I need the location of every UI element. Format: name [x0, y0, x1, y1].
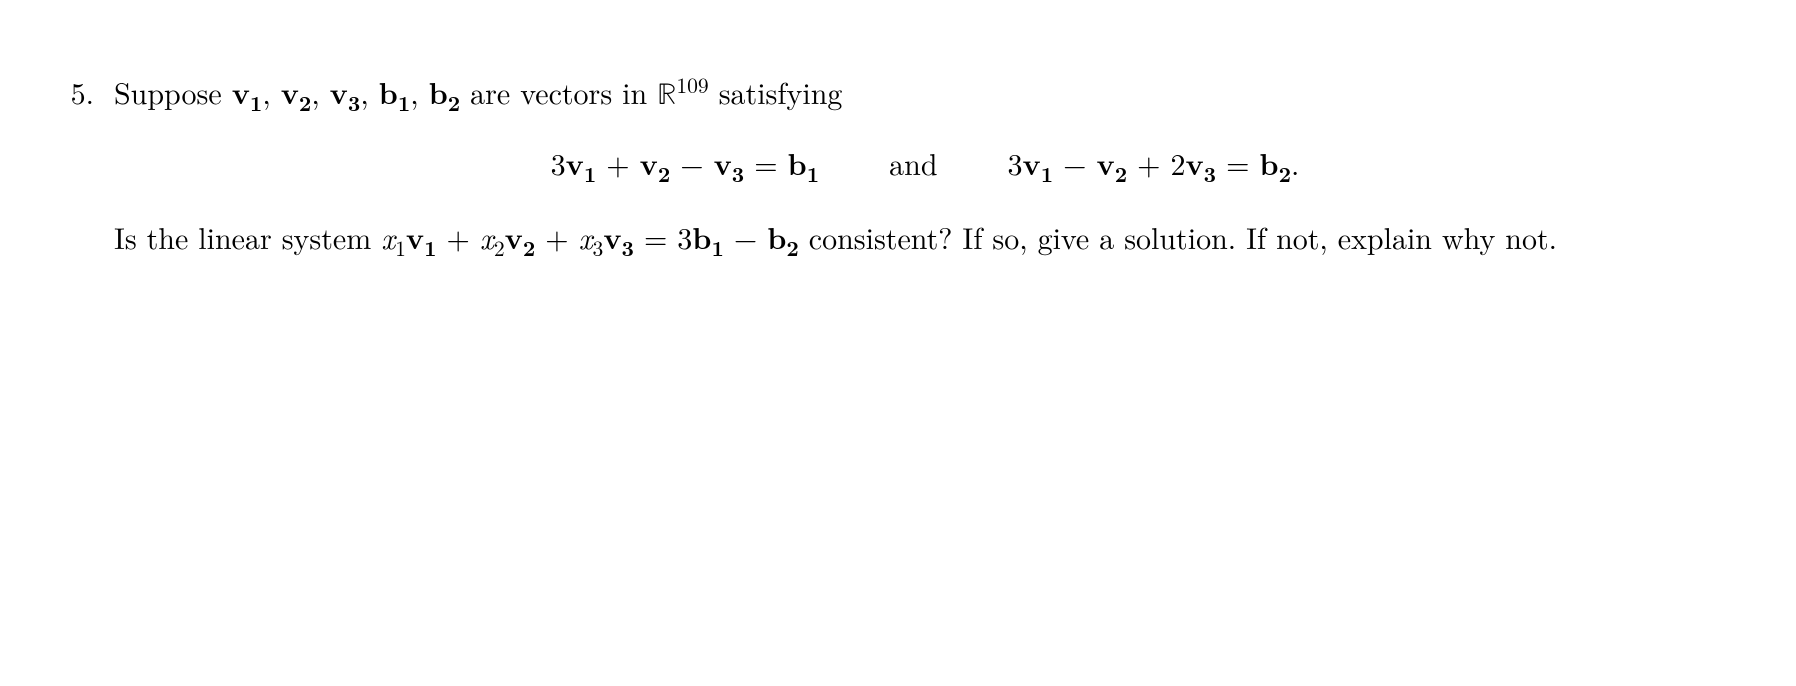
eq1-equals: = — [744, 141, 787, 184]
q-op2: + — [535, 215, 578, 258]
vector-b1-sub: 1 — [398, 88, 410, 118]
vector-v3-sub: 3 — [348, 88, 360, 118]
equations-line: 3v1 + v2 − v3 = b1and3v1 − v2 + 2v3 = b2… — [114, 141, 1736, 184]
eq2-v3: v — [1185, 141, 1203, 184]
comma4: , — [410, 70, 428, 113]
eq2-rhs: b — [1259, 141, 1278, 184]
eq1-v3: v — [714, 141, 732, 184]
q-v1: v — [406, 215, 424, 258]
eq2-coef1: 3 — [1008, 141, 1023, 184]
q-x3-sub: 3 — [593, 233, 604, 263]
vector-v3: v — [330, 70, 348, 113]
intro-prefix: Suppose — [114, 70, 232, 113]
q-v3-sub: 3 — [622, 233, 634, 263]
eq2-v1: v — [1023, 141, 1041, 184]
q-b1: b — [692, 215, 711, 258]
question-suffix: consistent? If so, give a solution. If n… — [799, 215, 1557, 258]
vector-b2: b — [429, 70, 448, 113]
eq1-v1-sub: 1 — [584, 159, 596, 189]
intro-line: Suppose v1, v2, v3, b1, b2 are vectors i… — [114, 70, 1736, 113]
eq2-equals: = — [1216, 141, 1259, 184]
problem-content: Suppose v1, v2, v3, b1, b2 are vectors i… — [114, 70, 1736, 259]
vector-v1: v — [232, 70, 250, 113]
eq2-v2: v — [1096, 141, 1114, 184]
eq2-v2-sub: 2 — [1115, 159, 1127, 189]
vector-v1-sub: 1 — [250, 88, 262, 118]
q-x1: x — [381, 215, 395, 258]
space-dim: 109 — [676, 70, 708, 100]
question-prefix: Is the linear system — [114, 215, 381, 258]
problem-number: 5. — [60, 70, 114, 113]
question-line: Is the linear system x1v1 + x2v2 + x3v3 … — [114, 214, 1736, 259]
comma1: , — [262, 70, 280, 113]
q-b2: b — [767, 215, 786, 258]
eq2-op1: − — [1053, 141, 1096, 184]
eq2-period: . — [1291, 141, 1299, 184]
intro-suffix: satisfying — [709, 70, 843, 113]
eq1-rhs: b — [788, 141, 807, 184]
eq2-rhs-sub: 2 — [1279, 159, 1291, 189]
problem-container: 5. Suppose v1, v2, v3, b1, b2 are vector… — [60, 70, 1736, 259]
eq2-v1-sub: 1 — [1041, 159, 1053, 189]
connector-and: and — [889, 141, 937, 184]
eq1-v1: v — [566, 141, 584, 184]
q-equals: = 3 — [634, 215, 692, 258]
comma2: , — [311, 70, 329, 113]
q-x2-sub: 2 — [494, 233, 505, 263]
intro-mid: are vectors in — [460, 70, 657, 113]
eq1-v3-sub: 3 — [732, 159, 744, 189]
eq2-v3-sub: 3 — [1204, 159, 1216, 189]
eq1-rhs-sub: 1 — [807, 159, 819, 189]
eq1-v2: v — [640, 141, 658, 184]
q-x2: x — [480, 215, 494, 258]
comma3: , — [360, 70, 378, 113]
q-v1-sub: 1 — [424, 233, 436, 263]
q-minus: − — [724, 215, 767, 258]
eq1-v2-sub: 2 — [658, 159, 670, 189]
vector-b2-sub: 2 — [448, 88, 460, 118]
q-x1-sub: 1 — [395, 233, 406, 263]
vector-v2-sub: 2 — [299, 88, 311, 118]
eq1-op1: + — [596, 141, 639, 184]
eq1-coef1: 3 — [551, 141, 566, 184]
eq1-op2: − — [670, 141, 713, 184]
q-b2-sub: 2 — [786, 233, 798, 263]
real-symbol: ℝ — [657, 80, 676, 110]
vector-v2: v — [281, 70, 299, 113]
q-v2-sub: 2 — [523, 233, 535, 263]
q-b1-sub: 1 — [711, 233, 723, 263]
vector-b1: b — [379, 70, 398, 113]
eq2-op2: + 2 — [1127, 141, 1185, 184]
q-v2: v — [505, 215, 523, 258]
q-op1: + — [437, 215, 480, 258]
q-v3: v — [603, 215, 621, 258]
q-x3: x — [579, 215, 593, 258]
